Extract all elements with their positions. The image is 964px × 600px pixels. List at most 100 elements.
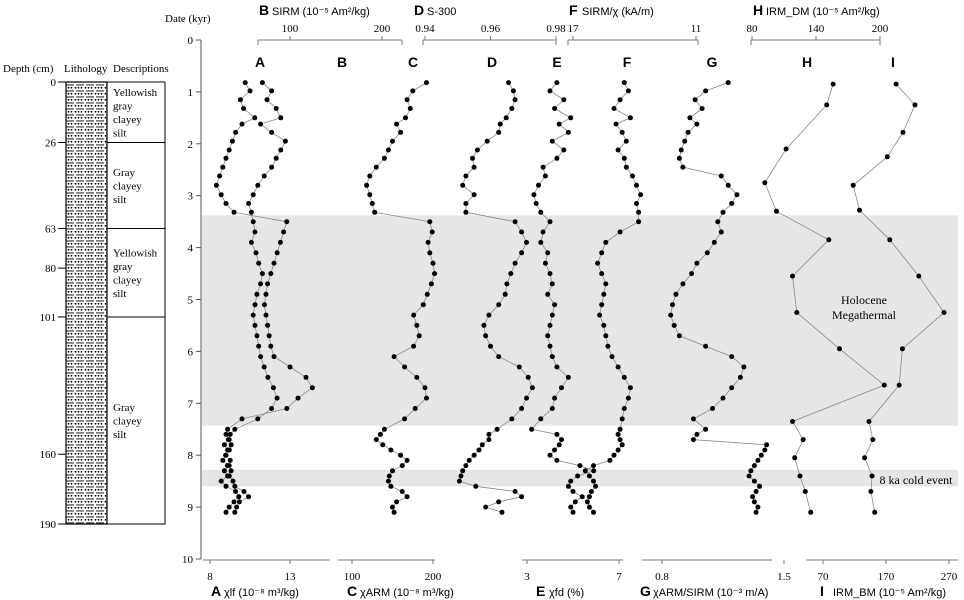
series-e-point-30 xyxy=(549,354,555,360)
series-e-point-44 xyxy=(577,463,583,469)
bottom-axis-i-tick-label-170: 170 xyxy=(878,571,895,583)
series-e-point-36 xyxy=(538,416,544,422)
series-b-point-14 xyxy=(250,192,256,198)
bottom-axis-e-label: χfd (%) xyxy=(549,587,584,599)
series-h-point-12 xyxy=(800,437,806,443)
series-e-point-33 xyxy=(559,385,564,391)
series-h-point-14 xyxy=(797,473,803,479)
series-d-point-23 xyxy=(504,281,510,287)
series-a-point-1 xyxy=(242,80,248,86)
series-e-point-13 xyxy=(536,182,541,188)
series-e-point-16 xyxy=(538,209,544,215)
series-f-point-2 xyxy=(625,88,631,94)
series-b-point-31 xyxy=(261,364,267,370)
top-axis-b-tick-label-100: 100 xyxy=(282,23,299,35)
series-g-point-15 xyxy=(729,201,735,206)
series-f-point-26 xyxy=(597,312,603,318)
series-c-point-47 xyxy=(385,478,391,484)
series-d-point-51 xyxy=(496,499,502,505)
series-d: D xyxy=(456,54,535,515)
series-b-point-26 xyxy=(250,312,256,318)
series-b-point-16 xyxy=(248,209,254,215)
bottom-axis-i-letter: I xyxy=(820,583,824,599)
series-d-point-30 xyxy=(496,354,502,360)
unit-3-line-4: silt xyxy=(113,288,126,300)
bottom-axis-a-label: χlf (10⁻⁸ m³/kg) xyxy=(224,587,299,599)
series-e-point-23 xyxy=(549,281,555,287)
series-d-point-8 xyxy=(484,138,490,144)
series-c-point-33 xyxy=(422,385,428,391)
series-e-point-6 xyxy=(556,121,562,127)
series-c-point-9 xyxy=(385,147,391,153)
series-f-point-41 xyxy=(615,447,621,453)
series-c-point-22 xyxy=(432,271,438,277)
series-g-point-31 xyxy=(741,364,747,370)
series-c-point-21 xyxy=(430,260,436,266)
top-axis-d-letter: D xyxy=(414,2,424,18)
series-g-point-32 xyxy=(737,374,743,380)
series-e-point-3 xyxy=(561,97,567,103)
series-d-point-6 xyxy=(497,121,503,127)
series-e-point-52 xyxy=(568,504,574,510)
series-d-point-28 xyxy=(483,333,489,339)
series-i-point-12 xyxy=(866,419,872,424)
series-f-point-44 xyxy=(591,463,596,469)
series-h-line xyxy=(764,83,886,513)
series-f-point-29 xyxy=(605,343,611,349)
series-e-point-32 xyxy=(565,374,571,380)
series-h-point-8 xyxy=(794,310,800,315)
date-tick-label-1: 1 xyxy=(188,87,194,99)
series-b-point-47 xyxy=(230,478,236,484)
series-i-point-11 xyxy=(896,382,902,388)
series-b-point-32 xyxy=(265,374,271,380)
series-b-point-1 xyxy=(259,80,265,86)
series-a-point-51 xyxy=(231,499,237,505)
series-g-point-52 xyxy=(755,504,761,510)
series-e-point-1 xyxy=(554,80,560,86)
series-i-point-16 xyxy=(868,489,874,494)
series-d-label: D xyxy=(487,54,497,70)
series-f-point-19 xyxy=(603,239,609,245)
series-c-point-53 xyxy=(391,509,397,515)
series-h-point-9 xyxy=(837,346,842,352)
date-tick-label-5: 5 xyxy=(188,295,194,307)
series-g-point-2 xyxy=(703,88,709,94)
series-a-point-33 xyxy=(309,385,315,391)
series-i-point-2 xyxy=(912,102,918,108)
top-axis-d-tick-label-0-96: 0.96 xyxy=(481,23,501,35)
series-d-point-14 xyxy=(471,192,477,198)
series-a-point-9 xyxy=(226,147,232,153)
top-axis-b-label: SIRM (10⁻⁵ Am²/kg) xyxy=(272,6,370,18)
series-c-point-10 xyxy=(381,155,387,161)
series-i-point-14 xyxy=(862,455,868,461)
series-h-point-13 xyxy=(792,455,798,461)
series-d-point-48 xyxy=(473,483,479,489)
bottom-axis-a-letter: A xyxy=(211,583,221,599)
series-g-point-3 xyxy=(692,97,698,103)
series-c-label: C xyxy=(408,54,418,70)
series-i-label: I xyxy=(891,54,895,70)
series-a-point-38 xyxy=(223,431,229,437)
series-b-point-52 xyxy=(234,504,240,510)
series-d-point-35 xyxy=(519,406,525,411)
series-c-point-38 xyxy=(377,431,383,437)
series-a-point-47 xyxy=(218,478,224,484)
series-b-point-33 xyxy=(270,385,276,391)
series-d-point-52 xyxy=(483,504,489,510)
series-c-point-32 xyxy=(414,374,420,380)
series-c-point-7 xyxy=(398,129,404,135)
bands-layer xyxy=(202,215,958,487)
unit-1-line-4: silt xyxy=(113,127,126,139)
series-h-point-15 xyxy=(802,489,808,494)
series-d-point-17 xyxy=(512,219,518,225)
descriptions-box xyxy=(106,81,166,525)
series-e-point-22 xyxy=(547,271,553,277)
series-d-point-47 xyxy=(456,478,462,484)
series-b-point-11 xyxy=(269,164,275,170)
series-b-point-10 xyxy=(273,155,279,161)
series-f-point-28 xyxy=(603,333,609,339)
series-e-point-39 xyxy=(559,437,564,443)
series-d-point-45 xyxy=(460,468,466,474)
series-b-point-24 xyxy=(254,291,260,297)
